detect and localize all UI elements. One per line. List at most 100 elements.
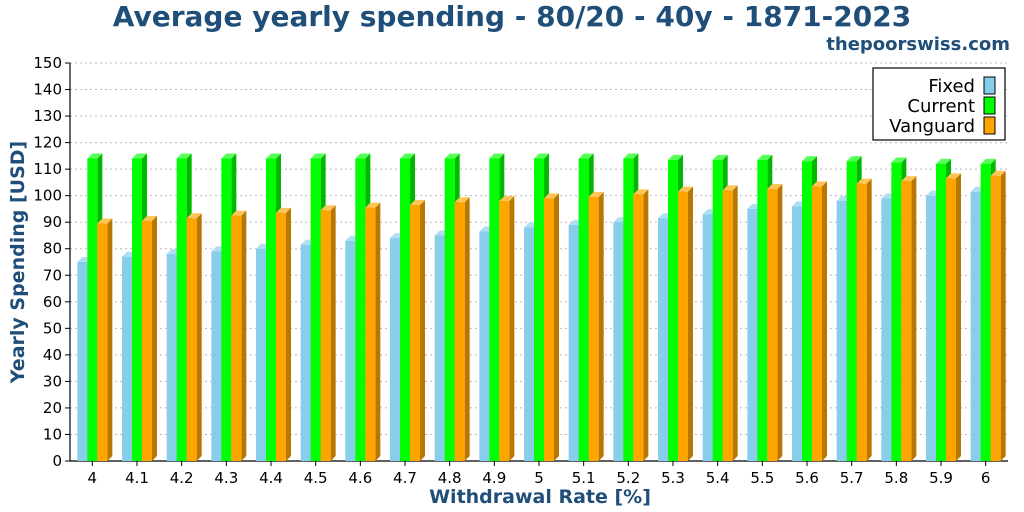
bar-front: [702, 214, 713, 461]
x-tick-label: 4.7: [393, 469, 417, 487]
bar-front: [266, 158, 276, 461]
bar-front: [712, 159, 723, 461]
bar-vanguard-5.3: [678, 186, 693, 462]
bar-front: [990, 175, 1001, 461]
bar-vanguard-5.7: [856, 178, 872, 461]
bar-front: [176, 158, 187, 461]
bar-top: [678, 186, 693, 192]
bar-side: [330, 205, 336, 461]
bar-side: [643, 189, 649, 461]
bar-vanguard-4: [97, 218, 113, 461]
y-tick-label: 40: [43, 346, 62, 364]
legend-label-vanguard: Vanguard: [889, 116, 975, 137]
bar-top: [454, 197, 470, 203]
bar-front: [166, 254, 177, 461]
bar-side: [554, 193, 559, 461]
bar-top: [980, 158, 996, 164]
bar-front: [410, 204, 420, 461]
bar-vanguard-5.5: [767, 184, 783, 462]
x-tick-label: 4.8: [438, 469, 462, 487]
x-tick-label: 4.3: [214, 469, 238, 487]
bar-front: [231, 215, 242, 461]
bar-side: [598, 191, 604, 461]
x-tick-label: 4.1: [125, 469, 149, 487]
x-tick-label: 4: [88, 469, 98, 487]
bar-front: [668, 159, 678, 461]
bar-side: [464, 197, 470, 462]
bar-front: [578, 158, 589, 461]
bar-top: [544, 193, 559, 199]
bar-front: [142, 220, 152, 461]
bar-vanguard-4.7: [410, 199, 425, 461]
bar-side: [688, 186, 693, 462]
bar-front: [276, 212, 286, 461]
bar-top: [623, 153, 639, 159]
x-tick-label: 4.9: [482, 469, 506, 487]
bar-top: [767, 184, 783, 190]
bar-front: [812, 186, 822, 461]
bar-front: [489, 158, 500, 461]
bar-front: [946, 178, 956, 462]
bar-side: [241, 210, 247, 461]
bar-front: [980, 163, 991, 461]
y-tick-label: 70: [43, 266, 62, 284]
bar-top: [946, 173, 961, 179]
bar-vanguard-6: [990, 170, 1006, 461]
x-axis-title: Withdrawal Rate [%]: [429, 486, 651, 508]
bar-vanguard-4.4: [276, 207, 291, 461]
bar-vanguard-4.5: [320, 205, 336, 461]
y-tick-label: 80: [43, 240, 62, 258]
bar-vanguard-4.9: [499, 195, 515, 461]
bar-top: [802, 156, 817, 162]
y-tick-label: 60: [43, 293, 62, 311]
bar-front: [534, 158, 544, 461]
bar-top: [132, 153, 147, 159]
bar-side: [866, 178, 872, 461]
y-tick-label: 130: [33, 107, 62, 125]
bar-side: [196, 213, 202, 461]
bar-top: [757, 154, 773, 160]
bar-front: [588, 196, 599, 461]
bar-top: [534, 153, 549, 159]
bar-side: [420, 199, 425, 461]
chart-source: thepoorswiss.com: [826, 34, 1010, 55]
bar-front: [926, 195, 936, 461]
y-tick-label: 90: [43, 213, 62, 231]
bar-front: [310, 158, 321, 461]
bar-front: [970, 191, 981, 462]
y-tick-label: 0: [52, 452, 62, 470]
bar-top: [97, 218, 113, 224]
x-tick-label: 5.7: [840, 469, 864, 487]
bar-front: [256, 248, 266, 461]
x-tick-label: 5.2: [616, 469, 640, 487]
bar-vanguard-4.8: [454, 197, 470, 462]
y-tick-label: 100: [33, 187, 62, 205]
x-tick-label: 4.2: [170, 469, 194, 487]
bar-front: [479, 231, 490, 461]
bar-front: [544, 198, 554, 461]
bar-layer: [77, 153, 1006, 462]
tick-layer: 0 10 20 30 40 50 60 70 80 90 100 110 120 130 140 150 4 4.…: [33, 54, 990, 487]
bar-front: [792, 206, 802, 461]
bar-front: [400, 158, 410, 461]
bar-front: [345, 240, 356, 461]
bar-top: [499, 195, 515, 201]
bar-side: [375, 202, 381, 461]
x-tick-label: 5.9: [929, 469, 953, 487]
bar-vanguard-5.4: [722, 185, 738, 462]
bar-top: [186, 213, 202, 219]
bar-vanguard-4.3: [231, 210, 247, 461]
bar-front: [211, 251, 222, 461]
bar-side: [509, 195, 515, 461]
bar-top: [812, 181, 827, 187]
bar-front: [434, 235, 445, 461]
bar-top: [990, 170, 1006, 176]
bar-top: [221, 153, 237, 159]
bar-front: [757, 159, 768, 461]
bar-top: [936, 158, 951, 164]
bar-top: [365, 202, 381, 208]
x-tick-label: 4.5: [304, 469, 328, 487]
bar-front: [132, 158, 142, 461]
y-tick-label: 110: [33, 160, 62, 178]
